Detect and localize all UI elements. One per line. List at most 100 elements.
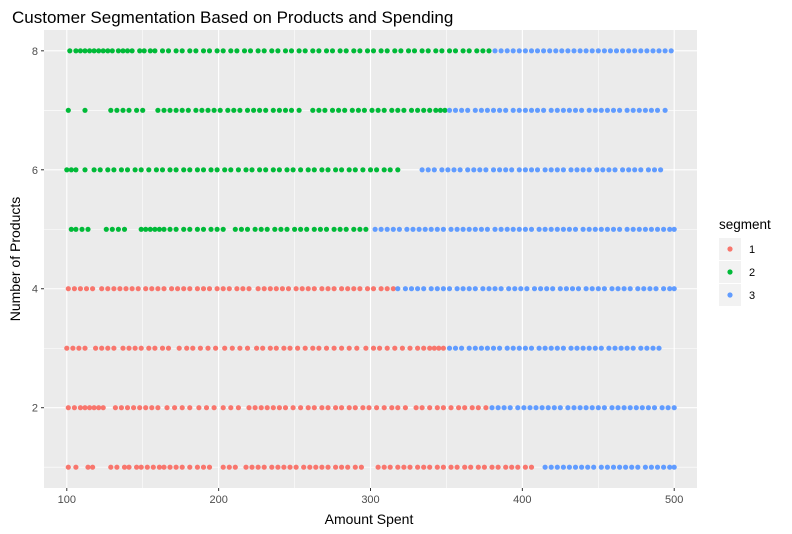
data-point-segment-1 <box>146 345 152 351</box>
data-point-segment-1 <box>131 405 137 411</box>
x-axis-ticks: 100 200 300 400 500 <box>58 488 683 506</box>
data-point-segment-1 <box>134 464 140 470</box>
data-point-segment-1 <box>111 286 117 292</box>
data-point-segment-2 <box>360 167 366 173</box>
data-point-segment-2 <box>325 167 331 173</box>
data-point-segment-2 <box>132 167 138 173</box>
data-point-segment-1 <box>167 464 173 470</box>
data-point-segment-2 <box>296 107 302 113</box>
data-point-segment-3 <box>650 345 656 351</box>
data-point-segment-3 <box>568 167 574 173</box>
data-point-segment-1 <box>70 345 76 351</box>
data-point-segment-3 <box>510 345 516 351</box>
data-point-segment-1 <box>267 286 273 292</box>
data-point-segment-2 <box>357 226 363 232</box>
data-point-segment-2 <box>263 167 269 173</box>
data-point-segment-2 <box>185 107 191 113</box>
data-point-segment-1 <box>172 405 178 411</box>
data-point-segment-1 <box>220 464 226 470</box>
data-point-segment-3 <box>559 48 565 54</box>
data-point-segment-1 <box>261 286 267 292</box>
data-point-segment-1 <box>137 405 143 411</box>
data-point-segment-3 <box>630 226 636 232</box>
x-tick-label: 200 <box>209 494 227 506</box>
data-point-segment-2 <box>329 107 336 113</box>
data-point-segment-3 <box>624 226 630 232</box>
data-point-segment-3 <box>504 345 510 351</box>
data-point-segment-2 <box>346 167 352 173</box>
data-point-segment-3 <box>671 226 677 232</box>
data-point-segment-3 <box>644 345 650 351</box>
data-point-segment-3 <box>548 226 554 232</box>
data-point-segment-2 <box>257 107 263 113</box>
data-point-segment-2 <box>316 107 322 113</box>
data-point-segment-2 <box>206 48 213 54</box>
data-point-segment-3 <box>604 107 611 113</box>
data-point-segment-1 <box>258 405 264 411</box>
data-point-segment-3 <box>492 226 498 232</box>
data-point-segment-1 <box>331 286 337 292</box>
data-point-segment-3 <box>507 405 513 411</box>
data-point-segment-2 <box>261 48 267 54</box>
data-point-segment-3 <box>534 48 541 54</box>
data-point-segment-3 <box>416 226 422 232</box>
data-point-segment-3 <box>645 167 652 173</box>
data-point-segment-3 <box>492 286 498 292</box>
data-point-segment-3 <box>595 48 601 54</box>
data-point-segment-1 <box>232 464 238 470</box>
data-point-segment-1 <box>468 464 474 470</box>
data-point-segment-1 <box>77 405 83 411</box>
data-point-segment-2 <box>421 107 427 113</box>
data-point-segment-1 <box>440 345 446 351</box>
data-point-segment-1 <box>243 464 249 470</box>
data-point-segment-1 <box>295 345 301 351</box>
data-point-segment-1 <box>307 464 313 470</box>
data-point-segment-2 <box>352 167 358 173</box>
data-point-segment-3 <box>428 286 434 292</box>
data-point-segment-2 <box>401 107 407 113</box>
chart-title: Customer Segmentation Based on Products … <box>12 8 453 27</box>
data-point-segment-1 <box>481 464 487 470</box>
data-point-segment-3 <box>650 48 656 54</box>
data-point-segment-2 <box>310 48 316 54</box>
data-point-segment-3 <box>480 286 486 292</box>
data-point-segment-3 <box>384 226 390 232</box>
x-axis-title: Amount Spent <box>325 511 414 527</box>
data-point-segment-3 <box>654 226 661 232</box>
data-point-segment-1 <box>150 464 156 470</box>
data-point-segment-1 <box>132 345 138 351</box>
data-point-segment-2 <box>152 48 158 54</box>
data-point-segment-3 <box>598 226 604 232</box>
data-point-segment-2 <box>433 48 439 54</box>
data-point-segment-1 <box>339 345 345 351</box>
data-point-segment-2 <box>68 167 74 173</box>
data-point-segment-2 <box>310 107 316 113</box>
data-point-segment-2 <box>374 167 380 173</box>
data-point-segment-3 <box>471 167 477 173</box>
data-point-segment-3 <box>465 107 471 113</box>
data-point-segment-2 <box>220 226 226 232</box>
data-point-segment-3 <box>542 464 548 470</box>
data-point-segment-2 <box>486 48 492 54</box>
data-point-segment-2 <box>147 226 153 232</box>
data-point-segment-2 <box>159 167 166 173</box>
data-point-segment-1 <box>214 286 220 292</box>
legend-key-1 <box>727 246 733 252</box>
data-point-segment-3 <box>465 167 471 173</box>
data-point-segment-2 <box>264 226 270 232</box>
data-point-segment-3 <box>671 405 677 411</box>
data-point-segment-2 <box>165 48 172 54</box>
data-point-segment-3 <box>466 345 472 351</box>
data-point-segment-1 <box>345 464 351 470</box>
data-point-segment-3 <box>579 107 585 113</box>
data-point-segment-3 <box>510 226 516 232</box>
data-point-segment-3 <box>571 48 577 54</box>
data-point-segment-1 <box>234 286 240 292</box>
data-point-segment-3 <box>425 167 431 173</box>
data-point-segment-3 <box>566 107 573 113</box>
data-point-segment-2 <box>200 167 207 173</box>
data-point-segment-1 <box>436 345 442 351</box>
data-point-segment-1 <box>161 286 167 292</box>
data-point-segment-3 <box>466 226 472 232</box>
data-point-segment-2 <box>378 48 384 54</box>
